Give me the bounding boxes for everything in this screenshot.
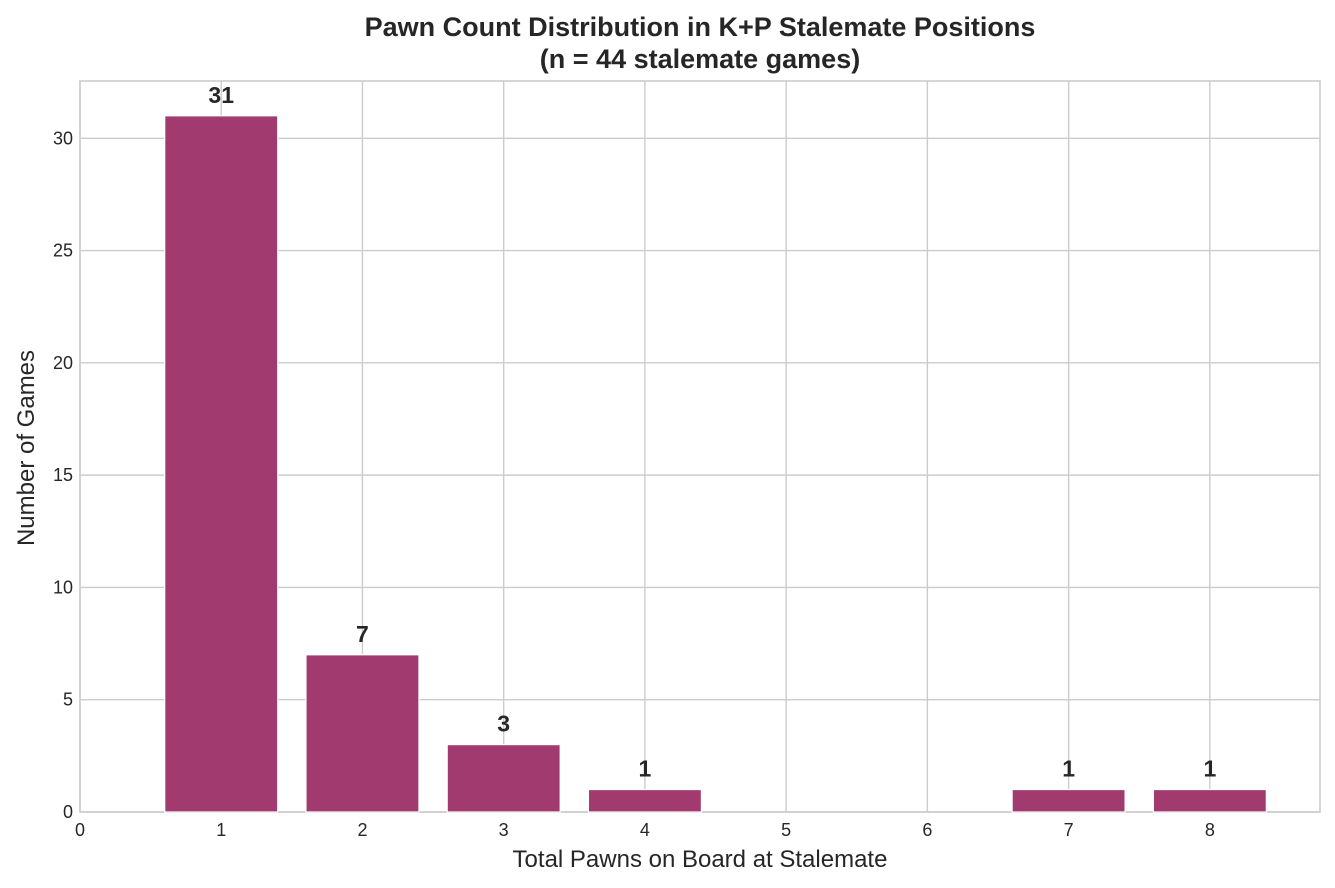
y-tick-label: 0 (63, 802, 73, 822)
bar (1011, 788, 1126, 813)
bar (1152, 788, 1267, 813)
bar-value-label: 7 (356, 621, 369, 647)
bar-value-label: 1 (639, 756, 652, 782)
x-axis-ticks: 0 1 2 3 4 5 6 7 8 (75, 820, 1215, 840)
bar (164, 115, 279, 813)
x-tick-label: 1 (216, 820, 226, 840)
x-tick-label: 8 (1205, 820, 1215, 840)
bar (446, 744, 561, 813)
y-tick-label: 30 (53, 128, 73, 148)
y-tick-label: 10 (53, 577, 73, 597)
bar-value-label: 1 (1062, 756, 1075, 782)
x-tick-label: 2 (357, 820, 367, 840)
x-tick-label: 7 (1064, 820, 1074, 840)
bar-value-label: 3 (497, 711, 510, 737)
x-tick-label: 4 (640, 820, 650, 840)
y-axis-label: Number of Games (13, 350, 40, 546)
bar-value-label: 31 (208, 82, 234, 108)
x-tick-label: 5 (781, 820, 791, 840)
bars (164, 115, 1267, 813)
bar (305, 654, 420, 813)
y-axis-ticks: 0 5 10 15 20 25 30 (53, 128, 73, 822)
y-tick-label: 25 (53, 241, 73, 261)
y-tick-label: 20 (53, 353, 73, 373)
x-axis-label: Total Pawns on Board at Stalemate (513, 846, 888, 873)
x-tick-label: 0 (75, 820, 85, 840)
chart-subtitle: (n = 44 stalemate games) (540, 44, 860, 74)
x-tick-label: 3 (499, 820, 509, 840)
y-tick-label: 5 (63, 690, 73, 710)
chart-title: Pawn Count Distribution in K+P Stalemate… (365, 12, 1036, 42)
bar (587, 788, 703, 813)
bar-value-label: 1 (1203, 756, 1216, 782)
x-tick-label: 6 (922, 820, 932, 840)
y-tick-label: 15 (53, 465, 73, 485)
